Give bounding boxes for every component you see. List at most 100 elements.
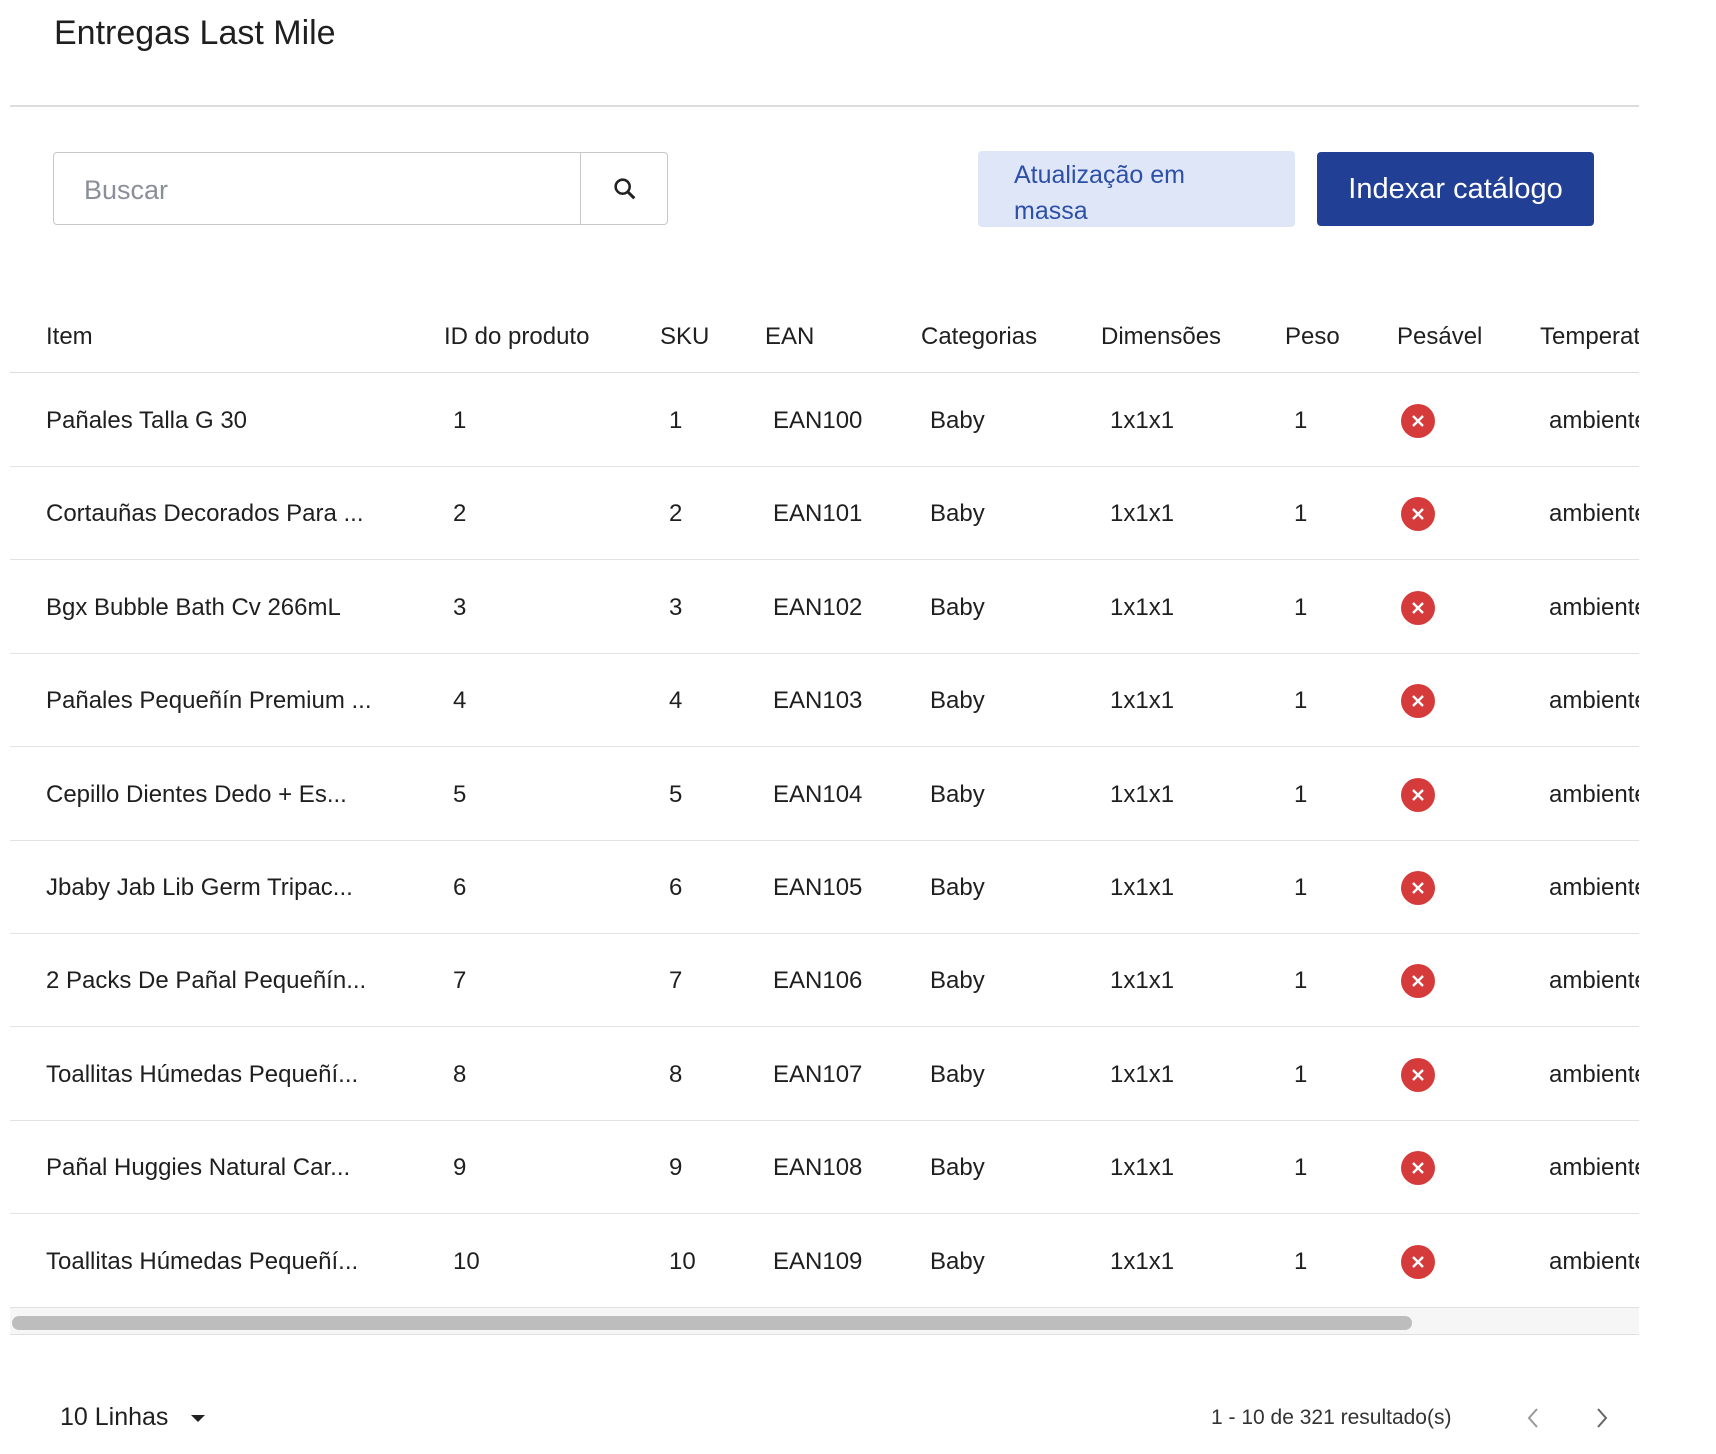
column-header[interactable]: EAN <box>765 323 815 350</box>
index-catalog-button[interactable]: Indexar catálogo <box>1317 152 1594 226</box>
table-cell: 1 <box>1294 500 1308 528</box>
table-cell: 4 <box>453 687 467 715</box>
row-border <box>10 559 1639 561</box>
table-cell: 1x1x1 <box>1110 967 1175 995</box>
not-weighable-icon <box>1401 497 1435 532</box>
table-cell: Cepillo Dientes Dedo + Es... <box>46 780 347 808</box>
table-cell: EAN103 <box>773 687 863 715</box>
table-cell: Baby <box>930 1060 985 1088</box>
table-cell: EAN100 <box>773 407 863 434</box>
table-cell: 1x1x1 <box>1110 1247 1175 1275</box>
table-cell: 7 <box>669 967 683 995</box>
table-cell: 2 <box>453 500 467 528</box>
table-cell: ambiente <box>1549 1060 1639 1088</box>
page-title: Entregas Last Mile <box>54 14 336 52</box>
table-cell: 1 <box>1294 780 1308 808</box>
table-cell: 10 <box>453 1247 480 1275</box>
column-header[interactable]: Peso <box>1285 323 1340 350</box>
not-weighable-icon <box>1401 964 1435 999</box>
search-box[interactable]: Buscar <box>53 152 668 225</box>
table-cell: 1 <box>1294 1247 1308 1275</box>
table-cell: Pañales Talla G 30 <box>46 407 248 434</box>
table-cell: 1 <box>1294 687 1308 715</box>
table-cell: EAN102 <box>773 593 863 621</box>
prev-page[interactable] <box>1522 1405 1544 1431</box>
not-weighable-icon <box>1401 590 1435 625</box>
pagination-range: 1 - 10 de 321 resultado(s) <box>1211 1406 1452 1429</box>
table-cell: 9 <box>669 1154 683 1182</box>
table-cell: 1x1x1 <box>1110 500 1175 528</box>
table-cell: Baby <box>930 780 985 808</box>
table-cell: EAN108 <box>773 1154 863 1182</box>
table-cell: 6 <box>669 874 683 901</box>
column-header[interactable]: Temperatura <box>1540 323 1639 350</box>
table-cell: 1 <box>453 407 467 434</box>
row-border <box>10 1119 1639 1121</box>
button-label: Atualização em massa <box>1014 161 1185 225</box>
table-cell: Baby <box>930 1247 985 1275</box>
table-cell: ambiente <box>1549 780 1639 808</box>
table-cell: ambiente <box>1549 1247 1639 1275</box>
search-icon[interactable] <box>611 175 639 203</box>
table-cell: 3 <box>669 593 683 621</box>
table-cell: 10 <box>669 1247 696 1275</box>
table-cell: EAN104 <box>773 780 863 808</box>
table-cell: 1 <box>1294 967 1308 995</box>
table-cell: ambiente <box>1549 1154 1639 1182</box>
row-border <box>10 746 1639 748</box>
table-cell: ambiente <box>1549 687 1639 715</box>
table-cell: 7 <box>453 967 467 995</box>
table-cell: 5 <box>453 780 467 808</box>
table-cell: 1 <box>1294 874 1308 901</box>
next-page[interactable] <box>1591 1405 1613 1431</box>
table-cell: Cortauñas Decorados Para ... <box>46 500 364 528</box>
search-placeholder: Buscar <box>84 175 169 205</box>
not-weighable-icon <box>1401 1151 1435 1186</box>
row-border <box>10 1026 1639 1028</box>
column-header[interactable]: Item <box>46 323 93 350</box>
table-cell: 4 <box>669 687 683 715</box>
divider <box>10 105 1639 107</box>
row-border <box>10 466 1639 467</box>
rows-per-page[interactable]: 10 Linhas <box>60 1403 169 1431</box>
table-cell: Toallitas Húmedas Pequeñí... <box>46 1060 359 1088</box>
not-weighable-icon <box>1401 777 1435 812</box>
table-cell: Pañal Huggies Natural Car... <box>46 1154 351 1182</box>
table-cell: 1x1x1 <box>1110 780 1175 808</box>
scrollbar-thumb[interactable] <box>12 1316 1412 1330</box>
column-header[interactable]: Dimensões <box>1101 323 1222 350</box>
bulk-update-button[interactable]: Atualização em massa <box>978 151 1295 227</box>
table-cell: 1 <box>1294 593 1308 621</box>
column-header[interactable]: Pesável <box>1397 323 1483 350</box>
table-cell: 1x1x1 <box>1110 874 1175 901</box>
column-header[interactable]: SKU <box>660 323 710 350</box>
table-cell: 8 <box>453 1060 467 1088</box>
table: Item ID do produto SKU EAN Categorias Dimensõ… <box>10 300 1639 1336</box>
table-cell: 1x1x1 <box>1110 1154 1175 1182</box>
table-cell: 1 <box>1294 1060 1308 1088</box>
not-weighable-icon <box>1401 1244 1435 1279</box>
table-cell: EAN106 <box>773 967 863 995</box>
row-border <box>10 652 1639 654</box>
table-cell: 9 <box>453 1154 467 1182</box>
search-divider <box>580 153 581 224</box>
table-cell: EAN101 <box>773 500 863 528</box>
scrollbar-track[interactable] <box>10 1307 1639 1335</box>
table-cell: 3 <box>453 593 467 621</box>
row-border <box>10 933 1639 934</box>
table-cell: Baby <box>930 593 985 621</box>
table-cell: EAN105 <box>773 874 863 901</box>
not-weighable-icon <box>1401 1057 1435 1092</box>
table-cell: 1 <box>1294 1154 1308 1182</box>
column-header[interactable]: Categorias <box>921 323 1038 350</box>
row-border <box>10 839 1639 841</box>
dropdown-caret[interactable] <box>188 1410 208 1426</box>
table-cell: EAN109 <box>773 1247 863 1275</box>
table-cell: Baby <box>930 500 985 528</box>
table-cell: 6 <box>453 874 467 901</box>
table-cell: 1x1x1 <box>1110 593 1175 621</box>
table-cell: 1x1x1 <box>1110 407 1175 434</box>
column-header[interactable]: ID do produto <box>444 323 590 350</box>
table-cell: 1 <box>669 407 683 434</box>
